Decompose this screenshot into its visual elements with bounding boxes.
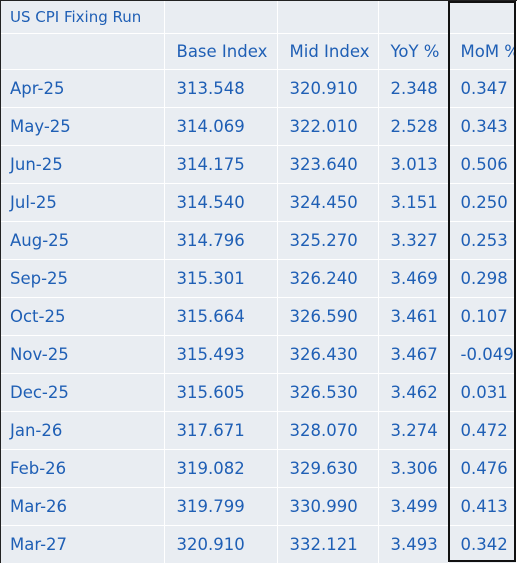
table-row[interactable]: Sep-25 315.301 326.240 3.469 0.298 (1, 259, 517, 298)
base-index-cell[interactable]: 319.082 (164, 449, 278, 488)
mid-index-cell[interactable]: 320.910 (277, 69, 379, 108)
yoy-cell[interactable]: 3.306 (378, 449, 449, 488)
mom-cell[interactable]: 0.342 (448, 525, 517, 564)
base-index-cell[interactable]: 314.540 (164, 183, 278, 222)
mid-index-cell[interactable]: 326.430 (277, 335, 379, 374)
row-month-cell[interactable]: Nov-25 (1, 335, 165, 374)
base-index-cell[interactable]: 315.664 (164, 297, 278, 336)
base-index-cell[interactable]: 317.671 (164, 411, 278, 450)
mom-cell[interactable]: 0.413 (448, 487, 517, 526)
header-row: Base Index Mid Index YoY % MoM % (1, 33, 517, 70)
table-row[interactable]: Mar-26 319.799 330.990 3.499 0.413 (1, 487, 517, 526)
base-index-cell[interactable]: 313.548 (164, 69, 278, 108)
corner-cell (1, 33, 165, 70)
row-month-cell[interactable]: Oct-25 (1, 297, 165, 336)
yoy-cell[interactable]: 3.462 (378, 373, 449, 412)
empty-cell (277, 1, 379, 34)
base-index-cell[interactable]: 315.301 (164, 259, 278, 298)
mid-index-cell[interactable]: 326.590 (277, 297, 379, 336)
row-month-cell[interactable]: Apr-25 (1, 69, 165, 108)
row-month-cell[interactable]: Dec-25 (1, 373, 165, 412)
yoy-cell[interactable]: 3.469 (378, 259, 449, 298)
mid-index-cell[interactable]: 328.070 (277, 411, 379, 450)
yoy-cell[interactable]: 2.348 (378, 69, 449, 108)
mom-cell[interactable]: 0.343 (448, 107, 517, 146)
row-month-cell[interactable]: Jun-25 (1, 145, 165, 184)
column-header-mom[interactable]: MoM % (448, 33, 517, 70)
base-index-cell[interactable]: 315.605 (164, 373, 278, 412)
row-month-cell[interactable]: Jan-26 (1, 411, 165, 450)
table-row[interactable]: Jun-25 314.175 323.640 3.013 0.506 (1, 145, 517, 184)
mid-index-cell[interactable]: 332.121 (277, 525, 379, 564)
base-index-cell[interactable]: 320.910 (164, 525, 278, 564)
yoy-cell[interactable]: 3.467 (378, 335, 449, 374)
table-row[interactable]: May-25 314.069 322.010 2.528 0.343 (1, 107, 517, 146)
yoy-cell[interactable]: 3.461 (378, 297, 449, 336)
panel-title: US CPI Fixing Run (1, 1, 165, 34)
row-month-cell[interactable]: May-25 (1, 107, 165, 146)
yoy-cell[interactable]: 3.327 (378, 221, 449, 260)
yoy-cell[interactable]: 2.528 (378, 107, 449, 146)
mid-index-cell[interactable]: 324.450 (277, 183, 379, 222)
yoy-cell[interactable]: 3.013 (378, 145, 449, 184)
mid-index-cell[interactable]: 326.530 (277, 373, 379, 412)
row-month-cell[interactable]: Mar-27 (1, 525, 165, 564)
column-header-yoy[interactable]: YoY % (378, 33, 449, 70)
mom-cell[interactable]: 0.347 (448, 69, 517, 108)
mom-cell[interactable]: 0.506 (448, 145, 517, 184)
row-month-cell[interactable]: Aug-25 (1, 221, 165, 260)
mom-cell[interactable]: 0.253 (448, 221, 517, 260)
mid-index-cell[interactable]: 330.990 (277, 487, 379, 526)
row-month-cell[interactable]: Feb-26 (1, 449, 165, 488)
table-row[interactable]: Feb-26 319.082 329.630 3.306 0.476 (1, 449, 517, 488)
base-index-cell[interactable]: 314.175 (164, 145, 278, 184)
mid-index-cell[interactable]: 326.240 (277, 259, 379, 298)
mom-cell[interactable]: 0.107 (448, 297, 517, 336)
mom-cell[interactable]: 0.031 (448, 373, 517, 412)
mom-cell[interactable]: 0.298 (448, 259, 517, 298)
yoy-cell[interactable]: 3.274 (378, 411, 449, 450)
base-index-cell[interactable]: 315.493 (164, 335, 278, 374)
mom-cell[interactable]: 0.250 (448, 183, 517, 222)
empty-cell (378, 1, 449, 34)
base-index-cell[interactable]: 319.799 (164, 487, 278, 526)
base-index-cell[interactable]: 314.069 (164, 107, 278, 146)
table-row[interactable]: Nov-25 315.493 326.430 3.467 -0.049 (1, 335, 517, 374)
mom-cell[interactable]: 0.472 (448, 411, 517, 450)
table-row[interactable]: Jul-25 314.540 324.450 3.151 0.250 (1, 183, 517, 222)
row-month-cell[interactable]: Mar-26 (1, 487, 165, 526)
yoy-cell[interactable]: 3.493 (378, 525, 449, 564)
column-header-mid-index[interactable]: Mid Index (277, 33, 379, 70)
table-row[interactable]: Dec-25 315.605 326.530 3.462 0.031 (1, 373, 517, 412)
yoy-cell[interactable]: 3.499 (378, 487, 449, 526)
table-row[interactable]: Aug-25 314.796 325.270 3.327 0.253 (1, 221, 517, 260)
mom-cell[interactable]: 0.476 (448, 449, 517, 488)
row-month-cell[interactable]: Sep-25 (1, 259, 165, 298)
empty-cell (164, 1, 278, 34)
table-row[interactable]: Mar-27 320.910 332.121 3.493 0.342 (1, 525, 517, 564)
empty-cell (448, 1, 517, 34)
table-row[interactable]: Jan-26 317.671 328.070 3.274 0.472 (1, 411, 517, 450)
yoy-cell[interactable]: 3.151 (378, 183, 449, 222)
table-row[interactable]: Oct-25 315.664 326.590 3.461 0.107 (1, 297, 517, 336)
row-month-cell[interactable]: Jul-25 (1, 183, 165, 222)
mid-index-cell[interactable]: 323.640 (277, 145, 379, 184)
column-header-base-index[interactable]: Base Index (164, 33, 278, 70)
title-row: US CPI Fixing Run (1, 1, 517, 34)
mid-index-cell[interactable]: 325.270 (277, 221, 379, 260)
table-row[interactable]: Apr-25 313.548 320.910 2.348 0.347 (1, 69, 517, 108)
base-index-cell[interactable]: 314.796 (164, 221, 278, 260)
mom-cell[interactable]: -0.049 (448, 335, 517, 374)
mid-index-cell[interactable]: 329.630 (277, 449, 379, 488)
mid-index-cell[interactable]: 322.010 (277, 107, 379, 146)
